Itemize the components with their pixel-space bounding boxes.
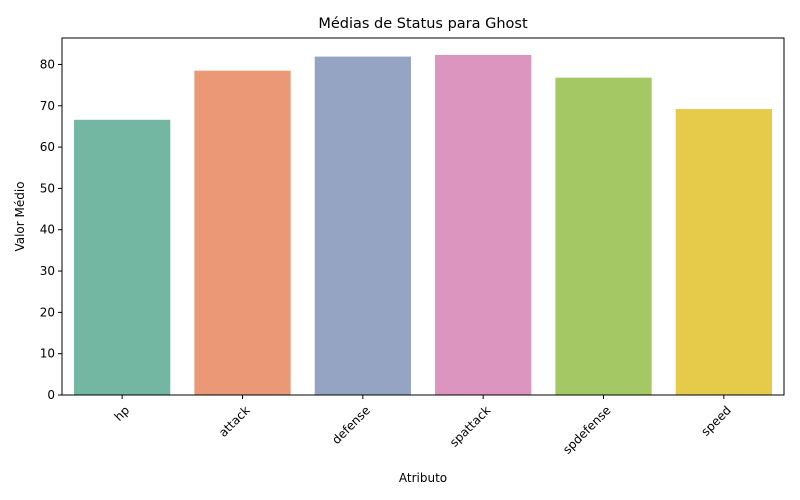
bar-attack [194,70,291,395]
y-tick-label-60: 60 [40,140,55,154]
x-tick-label-spdefense: spdefense [560,403,614,457]
y-tick-label-10: 10 [40,347,55,361]
x-axis-label: Atributo [399,471,447,485]
x-tick-label-speed: speed [698,403,734,439]
bars-group [74,54,772,396]
plot-frame [61,37,785,396]
x-tick-label-attack: attack [216,403,253,440]
x-tick-label-defense: defense [329,403,373,447]
y-tick-label-80: 80 [40,57,55,71]
y-axis: 0 10 20 30 40 50 60 70 80 [40,57,62,402]
y-tick-label-0: 0 [47,388,55,402]
y-tick-label-70: 70 [40,99,55,113]
y-axis-label: Valor Médio [13,181,27,251]
bar-hp [74,119,171,395]
chart-title: Médias de Status para Ghost [318,16,528,32]
bar-speed [675,109,772,395]
bar-spattack [435,54,532,395]
bar-spdefense [555,77,652,396]
y-tick-label-50: 50 [40,181,55,195]
bar-defense [314,56,411,395]
y-tick-label-20: 20 [40,305,55,319]
x-tick-label-spattack: spattack [447,403,493,449]
x-axis: hp attack defense spattack spdefense speed [112,395,734,457]
x-tick-label-hp: hp [112,403,133,424]
y-tick-label-30: 30 [40,264,55,278]
y-tick-label-40: 40 [40,223,55,237]
